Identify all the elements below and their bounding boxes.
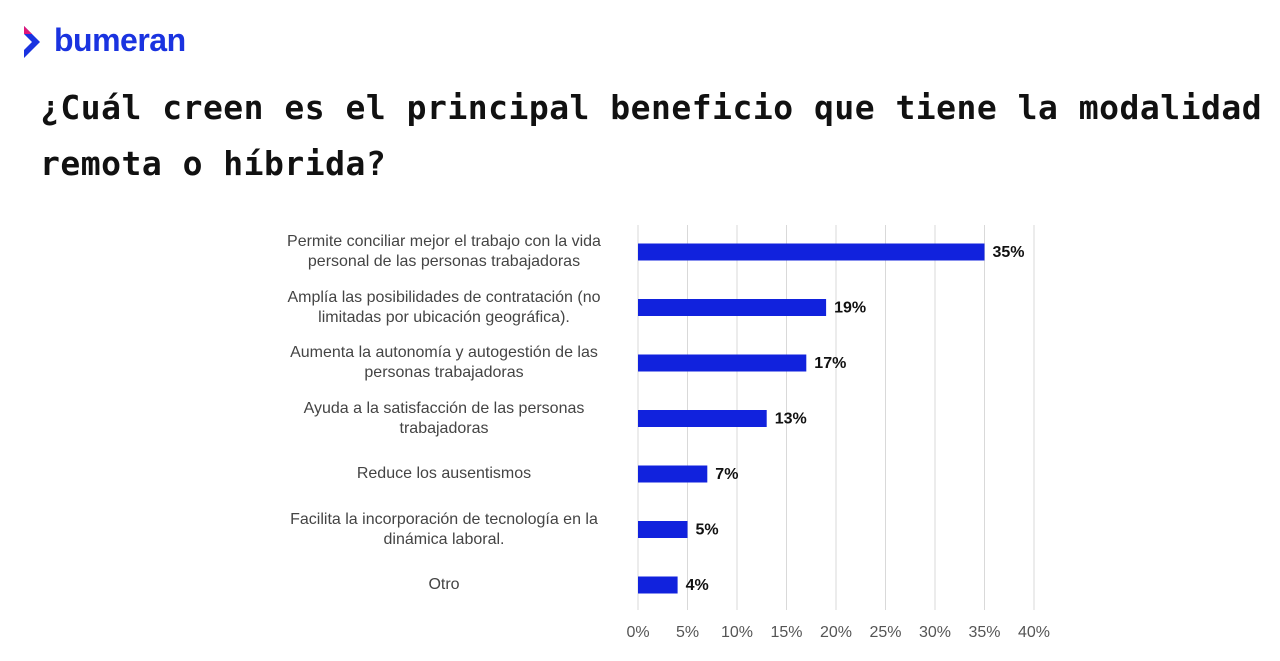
bar (638, 465, 708, 483)
x-tick-label: 40% (1018, 624, 1050, 641)
y-tick-label: Aumenta la autonomía y autogestión de la… (290, 344, 598, 381)
x-tick-label: 5% (676, 624, 699, 641)
bar (638, 521, 688, 538)
y-tick-label: Reduce los ausentismos (356, 465, 532, 482)
data-label: 13% (775, 411, 807, 428)
bar (638, 576, 678, 594)
x-tick-label: 35% (968, 624, 1000, 641)
bar (638, 243, 985, 261)
logo (24, 26, 40, 58)
data-label: 5% (696, 522, 719, 539)
y-tick-label: Permite conciliar mejor el trabajo con l… (287, 233, 601, 270)
y-tick-label: Facilita la incorporación de tecnología … (290, 510, 598, 548)
x-tick-label: 0% (626, 624, 649, 641)
x-tick-label: 20% (820, 624, 852, 641)
data-label: 19% (834, 300, 866, 317)
data-label: 7% (715, 466, 738, 483)
logo-accent (24, 26, 32, 34)
bar (638, 354, 807, 372)
x-tick-label: 15% (770, 624, 802, 641)
chart-title: ¿Cuál creen es el principal beneficio qu… (40, 88, 1263, 183)
y-tick-label: Otro (428, 576, 460, 593)
y-tick-label: Ayuda a la satisfacción de las personas … (303, 399, 585, 437)
x-tick-label: 25% (869, 624, 901, 641)
data-label: 4% (686, 577, 709, 594)
y-tick-label: Amplía las posibilidades de contratación… (287, 288, 601, 326)
bar (638, 410, 767, 427)
x-tick-label: 30% (919, 624, 951, 641)
x-tick-label: 10% (721, 624, 753, 641)
bar (638, 299, 827, 316)
brand: bumeran (54, 22, 186, 58)
data-label: 17% (814, 355, 846, 372)
data-label: 35% (993, 244, 1025, 261)
